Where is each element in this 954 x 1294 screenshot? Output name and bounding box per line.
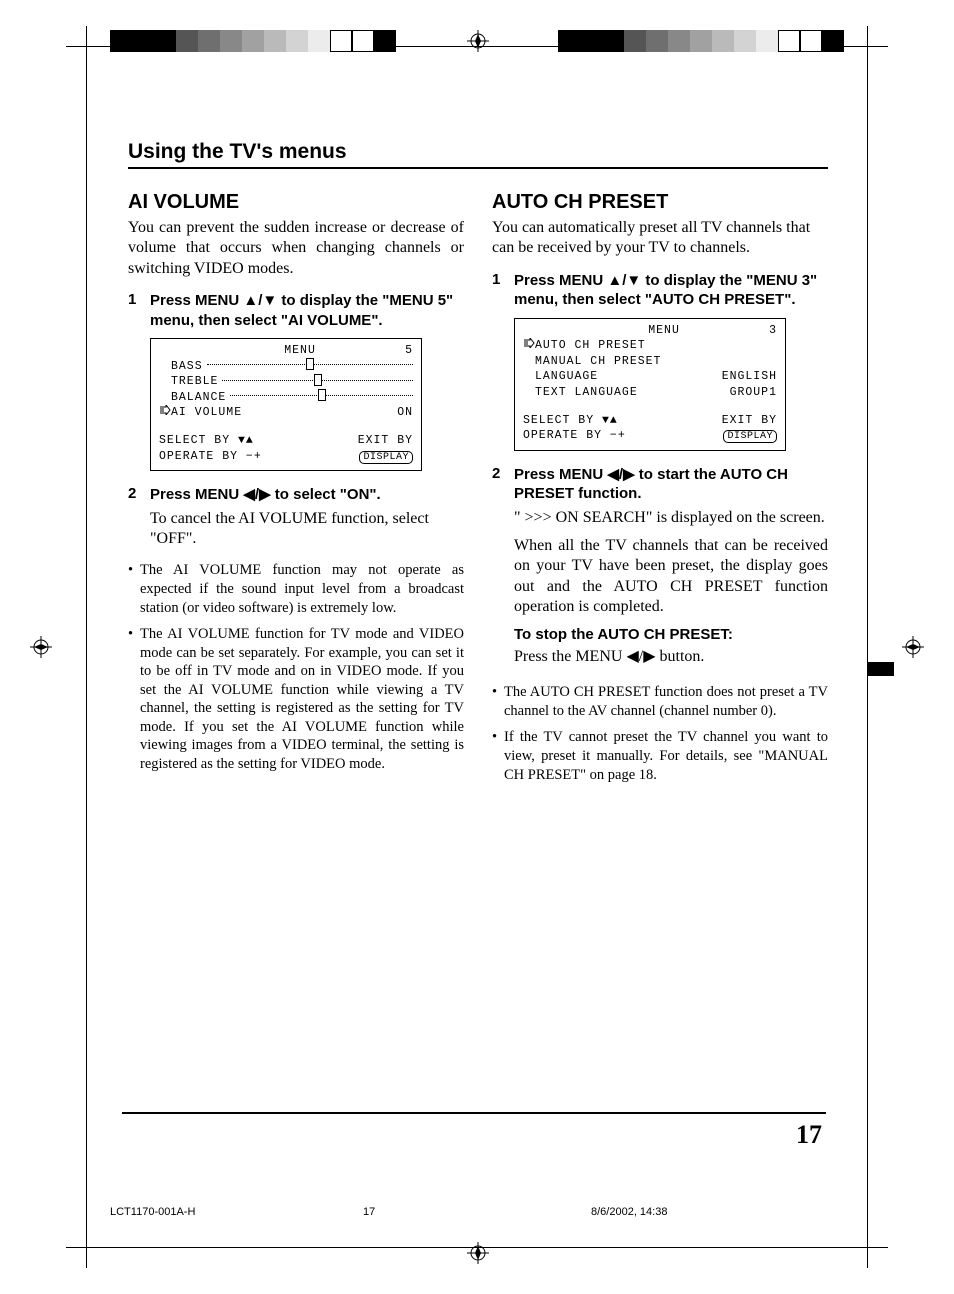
auto-ch-step-1: 1 Press MENU ▲/▼ to display the "MENU 3"…: [492, 271, 828, 310]
step-title: Press MENU ▲/▼ to display the "MENU 3" m…: [514, 271, 828, 310]
stop-text: Press the MENU ◀/▶ button.: [514, 647, 828, 667]
trim-line-left: [86, 56, 87, 1238]
page-tab-marker: [868, 662, 894, 676]
registration-mark-left: [30, 636, 52, 658]
auto-ch-notes: •The AUTO CH PRESET function does not pr…: [492, 683, 828, 784]
ai-volume-title: AI VOLUME: [128, 191, 464, 214]
column-left: AI VOLUME You can prevent the sudden inc…: [128, 191, 464, 792]
page-number: 17: [796, 1120, 822, 1150]
footer-timestamp: 8/6/2002, 14:38: [473, 1206, 844, 1218]
step-number: 2: [128, 485, 150, 549]
step-number: 1: [492, 271, 514, 310]
registration-mark-right: [902, 636, 924, 658]
step-number: 1: [128, 291, 150, 330]
ai-volume-step-1: 1 Press MENU ▲/▼ to display the "MENU 5"…: [128, 291, 464, 330]
section-header: Using the TV's menus: [128, 140, 828, 169]
page-number-rule: [122, 1112, 826, 1114]
menu-screenshot-ai-volume: MENU5BASSTREBLEBALANCEAI VOLUMEONSELECT …: [150, 338, 422, 471]
step-text: " >>> ON SEARCH" is displayed on the scr…: [514, 508, 828, 528]
registration-mark-top: [467, 30, 489, 52]
ai-volume-intro: You can prevent the sudden increase or d…: [128, 218, 464, 279]
step-number: 2: [492, 465, 514, 668]
auto-ch-preset-title: AUTO CH PRESET: [492, 191, 828, 214]
step-text: To cancel the AI VOLUME function, select…: [150, 509, 464, 550]
step-text: When all the TV channels that can be rec…: [514, 536, 828, 618]
print-footer: LCT1170-001A-H 17 8/6/2002, 14:38: [110, 1206, 844, 1218]
calibration-squares-left: [110, 30, 396, 52]
footer-page: 17: [363, 1206, 473, 1218]
calibration-squares-right: [558, 30, 844, 52]
step-title: Press MENU ◀/▶ to start the AUTO CH PRES…: [514, 465, 828, 504]
ai-volume-notes: •The AI VOLUME function may not operate …: [128, 561, 464, 773]
menu-screenshot-auto-ch: MENU3AUTO CH PRESETMANUAL CH PRESETLANGU…: [514, 318, 786, 451]
trim-line-right: [867, 56, 868, 1238]
step-title: Press MENU ◀/▶ to select "ON".: [150, 485, 464, 505]
footer-doc-id: LCT1170-001A-H: [110, 1206, 363, 1218]
ai-volume-step-2: 2 Press MENU ◀/▶ to select "ON". To canc…: [128, 485, 464, 549]
auto-ch-preset-intro: You can automatically preset all TV chan…: [492, 218, 828, 259]
step-title: Press MENU ▲/▼ to display the "MENU 5" m…: [150, 291, 464, 330]
auto-ch-step-2: 2 Press MENU ◀/▶ to start the AUTO CH PR…: [492, 465, 828, 668]
stop-title: To stop the AUTO CH PRESET:: [514, 626, 828, 643]
column-right: AUTO CH PRESET You can automatically pre…: [492, 191, 828, 792]
registration-mark-bottom: [467, 1242, 489, 1264]
page-content: Using the TV's menus AI VOLUME You can p…: [128, 140, 828, 792]
